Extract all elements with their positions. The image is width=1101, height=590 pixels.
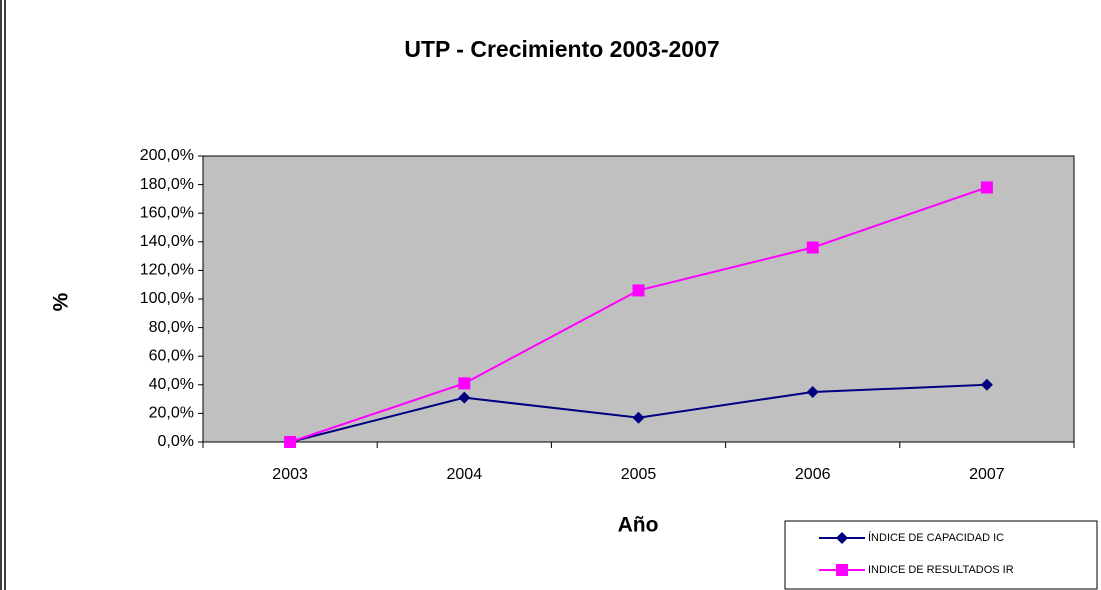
x-axis-label: Año (618, 514, 659, 537)
y-tick-label: 200,0% (140, 147, 194, 164)
y-axis-label: % (50, 292, 73, 311)
legend-label: INDICE DE RESULTADOS IR (868, 564, 1014, 576)
y-tick-label: 0,0% (158, 433, 194, 450)
point (980, 378, 993, 391)
y-tick-label: 140,0% (140, 233, 194, 250)
legend-label: ÍNDICE DE CAPACIDAD IC (868, 531, 1004, 544)
legend-marker (836, 564, 848, 576)
legend-box (784, 520, 1098, 590)
legend-marker (836, 532, 848, 544)
y-tick-label: 20,0% (149, 405, 194, 422)
point (458, 391, 471, 404)
point (980, 181, 993, 194)
legend: ÍNDICE DE CAPACIDAD IC INDICE DE RESULTAD… (784, 520, 1098, 590)
point (806, 385, 819, 398)
y-tick-label: 80,0% (149, 319, 194, 336)
x-tick-label: 2006 (795, 466, 831, 483)
point (632, 411, 645, 424)
y-tick-label: 120,0% (140, 262, 194, 279)
chart-title: UTP - Crecimiento 2003-2007 (404, 36, 719, 62)
x-tick-label: 2005 (621, 466, 657, 483)
x-tick-label: 2007 (969, 466, 1005, 483)
x-tick-label: 2004 (447, 466, 483, 483)
y-tick-label: 180,0% (140, 176, 194, 193)
point (284, 436, 297, 448)
point (458, 377, 471, 390)
y-tick-label: 40,0% (149, 376, 194, 393)
y-tick-label: 60,0% (149, 347, 194, 364)
y-tick-label: 160,0% (140, 204, 194, 221)
plot-area (202, 155, 1075, 443)
x-tick-label: 2003 (272, 466, 308, 483)
point (632, 284, 645, 297)
point (806, 241, 819, 254)
y-tick-label: 100,0% (140, 290, 194, 307)
